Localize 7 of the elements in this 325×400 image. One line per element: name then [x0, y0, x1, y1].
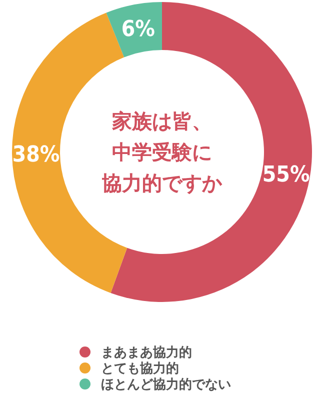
legend-label: とても協力的 [101, 362, 179, 377]
data-label: 6% [121, 16, 156, 42]
text: 家族は皆、中学受験に協力的ですか [101, 109, 223, 195]
legend-label: ほとんど協力的でない [101, 378, 231, 393]
legend-label: まあまあ協力的 [101, 346, 192, 361]
data-label: 38% [12, 142, 60, 168]
data-label: 55% [262, 162, 310, 188]
